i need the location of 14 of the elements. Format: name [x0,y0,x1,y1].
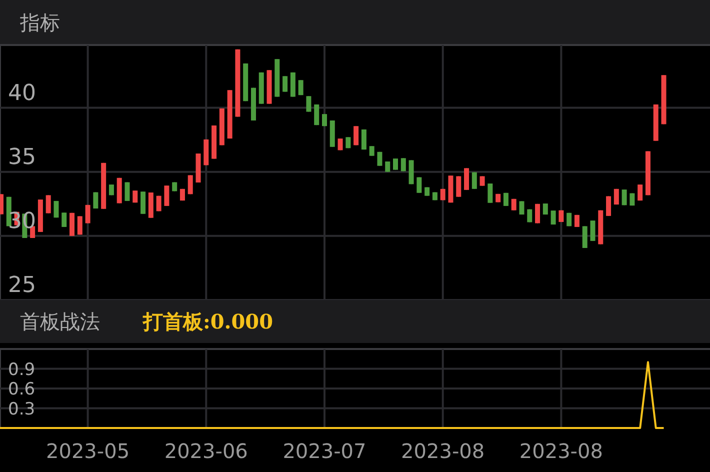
y-tick-label: 0.3 [8,399,36,420]
x-tick-label: 2023-07 [282,439,366,463]
y-tick-label: 40 [8,80,36,106]
y-tick-label: 35 [8,144,36,170]
y-tick-label: 0.6 [8,380,36,400]
text: 打首板:0.000 [142,310,274,334]
x-tick-label: 2023-05 [46,439,130,463]
x-tick-label: 2023-08 [519,439,603,463]
y-tick-label: 0.9 [8,360,36,380]
y-tick-label: 25 [8,273,36,298]
x-tick-label: 2023-08 [401,439,485,463]
chart-title: 指标 [19,10,60,34]
x-tick-label: 2023-06 [164,439,248,463]
chart-title: 首板战法 [20,310,100,334]
